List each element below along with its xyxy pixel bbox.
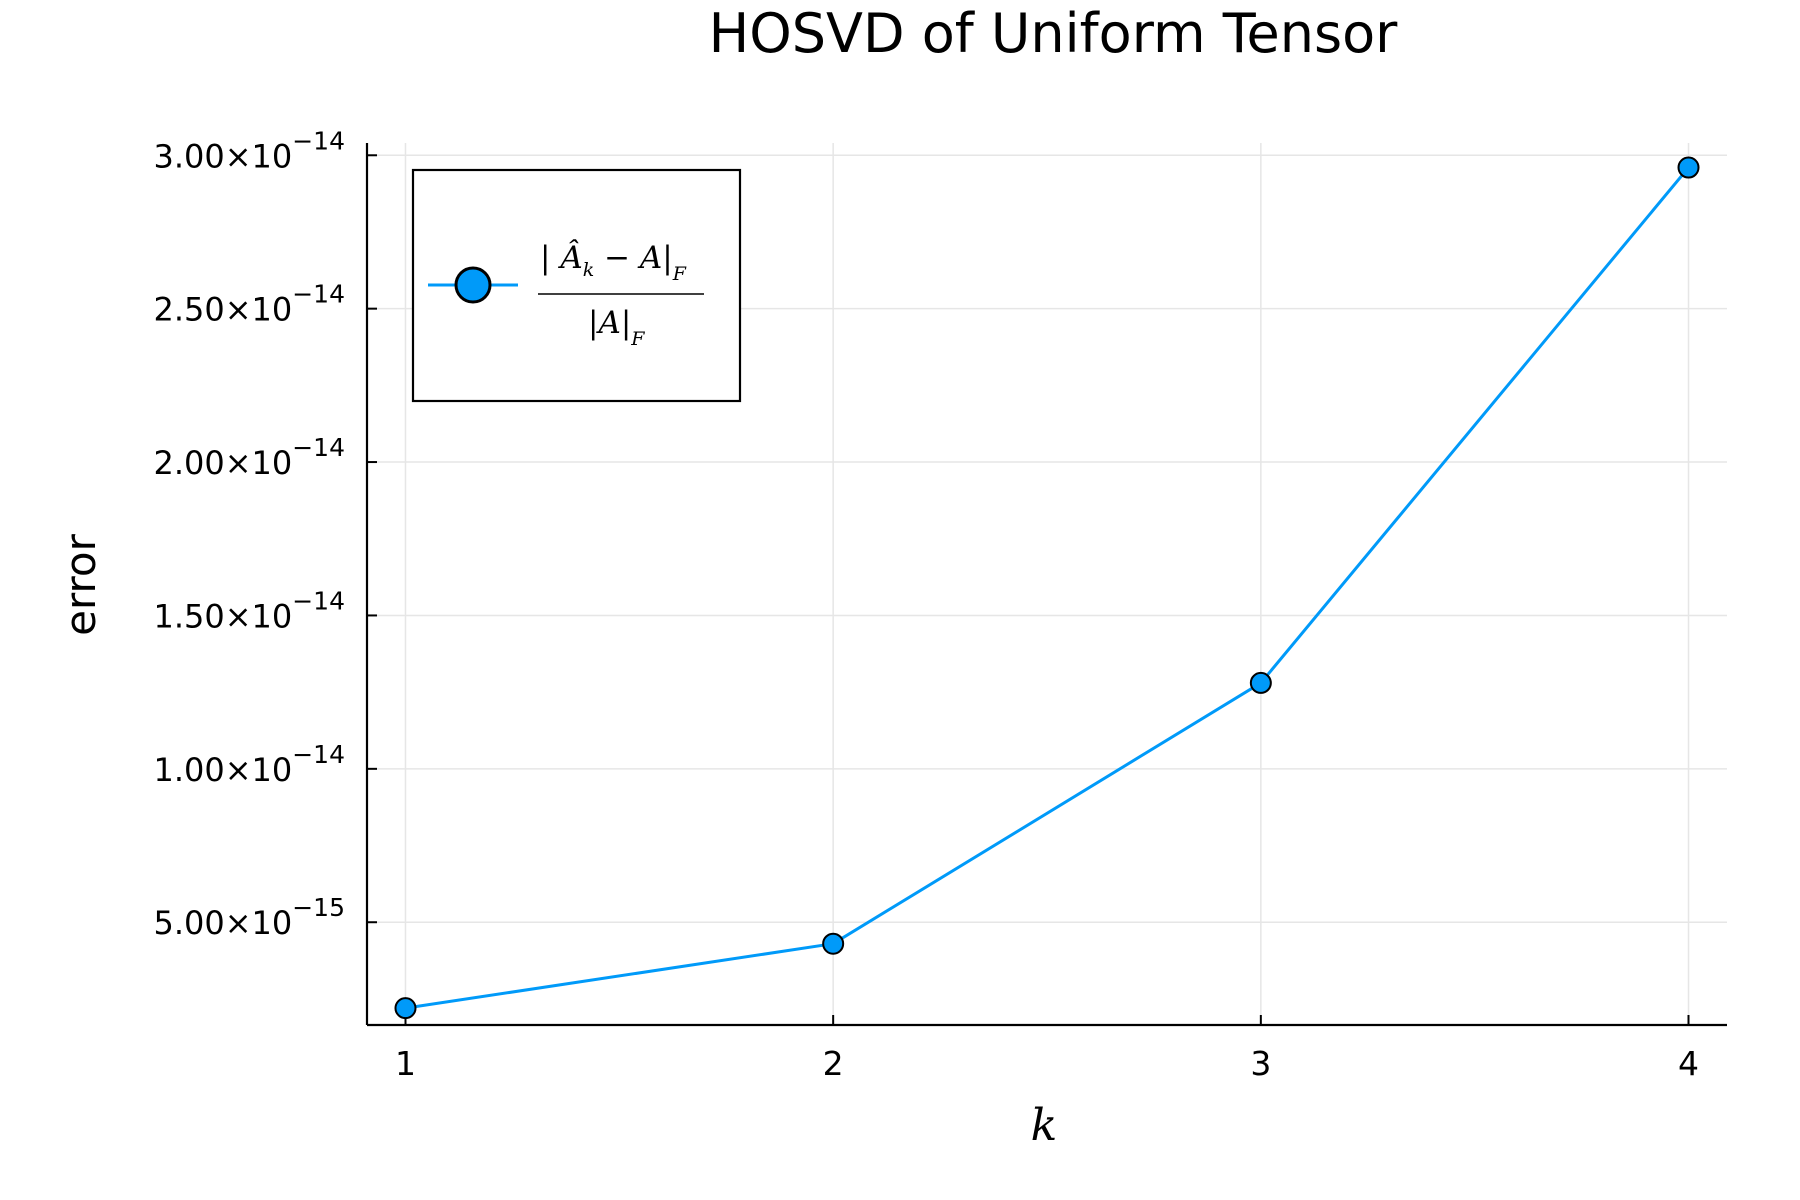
y-tick-exponent: −14 [292,586,345,615]
series-line [405,166,1690,1010]
chart-title: HOSVD of Uniform Tensor [709,2,1399,65]
y-axis-label: error [56,533,105,635]
y-tick-exponent: −14 [292,433,345,462]
legend-num-mid: − A| [594,240,673,276]
y-tick-mantissa: 2.00×10 [153,444,292,482]
axes: 1 2 3 45.00×10−151.00×10−141.50×10−142.00×1… [153,126,1727,1083]
y-tick-mantissa: 1.00×10 [153,751,292,789]
y-tick-exponent: −15 [292,893,345,922]
y-tick-label: 3.00×10−14 [153,126,345,175]
y-tick-label: 2.50×10−14 [153,280,345,329]
x-tick-label: 1 [395,1044,416,1083]
x-tick-label: 3 [1250,1044,1271,1083]
y-tick-exponent: −14 [292,280,345,309]
y-tick-mantissa: 3.00×10 [153,137,292,175]
legend-numerator: | Âk − A|F [540,238,687,285]
y-tick-mantissa: 5.00×10 [153,904,292,942]
series [394,156,1700,1020]
x-tick-label: 4 [1678,1044,1699,1083]
legend-num-bar: | [540,240,560,276]
data-point [1249,671,1272,694]
x-axis-label: k [1031,1100,1058,1151]
y-tick-mantissa: 2.50×10 [153,291,292,329]
legend-den-sub: F [630,328,645,350]
legend: | Âk − A|F |A|F [411,168,742,403]
legend-den-main: |A| [588,305,631,341]
y-tick-label: 5.00×10−15 [153,893,345,942]
y-tick-label: 1.50×10−14 [153,586,345,635]
legend-marker [454,266,492,304]
x-tick-label: 2 [823,1044,844,1083]
data-point [822,932,845,955]
legend-num-hat: Â [557,238,582,276]
y-tick-label: 1.00×10−14 [153,740,345,789]
legend-num-sub2: F [672,263,687,285]
y-tick-exponent: −14 [292,740,345,769]
data-point [394,997,417,1020]
data-point [1677,156,1700,179]
legend-label: | Âk − A|F |A|F [538,238,704,350]
y-tick-mantissa: 1.50×10 [153,597,292,635]
y-tick-exponent: −14 [292,126,345,155]
y-tick-label: 2.00×10−14 [153,433,345,482]
legend-denominator: |A|F [588,305,645,350]
legend-num-sub: k [583,259,595,281]
